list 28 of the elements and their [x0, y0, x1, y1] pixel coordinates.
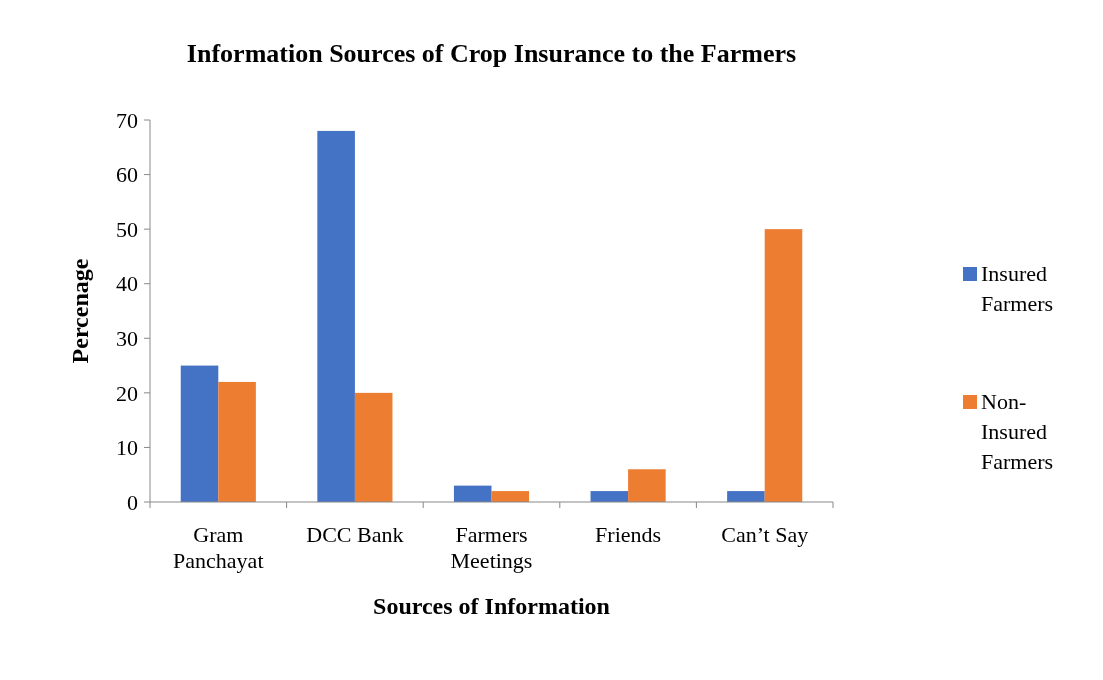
bar	[453, 485, 492, 502]
bar	[590, 491, 629, 502]
x-tick-label: Gram Panchayat	[173, 522, 264, 573]
bar	[354, 392, 393, 502]
bar	[727, 491, 765, 502]
y-tick-label: 40	[116, 271, 138, 297]
y-tick-label: 50	[116, 216, 138, 242]
bar	[628, 469, 666, 502]
y-tick-label: 30	[116, 325, 138, 351]
x-tick-label: Friends	[595, 522, 662, 547]
x-tick-label: Can’t Say	[721, 522, 809, 547]
y-tick-label: 20	[116, 380, 138, 406]
y-tick-label: 0	[127, 489, 138, 515]
y-axis-title: Percenage	[67, 258, 93, 364]
x-tick-label: DCC Bank	[306, 522, 404, 547]
bar	[764, 229, 803, 502]
y-tick-label: 70	[116, 107, 138, 133]
chart-title: Information Sources of Crop Insurance to the Farmers	[186, 39, 797, 68]
legend-label: Insured Farmers	[981, 261, 1054, 316]
bar	[180, 365, 219, 502]
bar	[491, 491, 530, 502]
y-tick-label: 60	[116, 162, 138, 188]
bar	[218, 381, 256, 502]
bar	[317, 130, 355, 502]
x-tick-label: Farmers Meetings	[450, 522, 533, 573]
x-axis-title: Sources of Information	[373, 593, 610, 619]
y-tick-label: 10	[116, 435, 138, 461]
legend-label: Non-Insured Farmers	[981, 389, 1054, 474]
